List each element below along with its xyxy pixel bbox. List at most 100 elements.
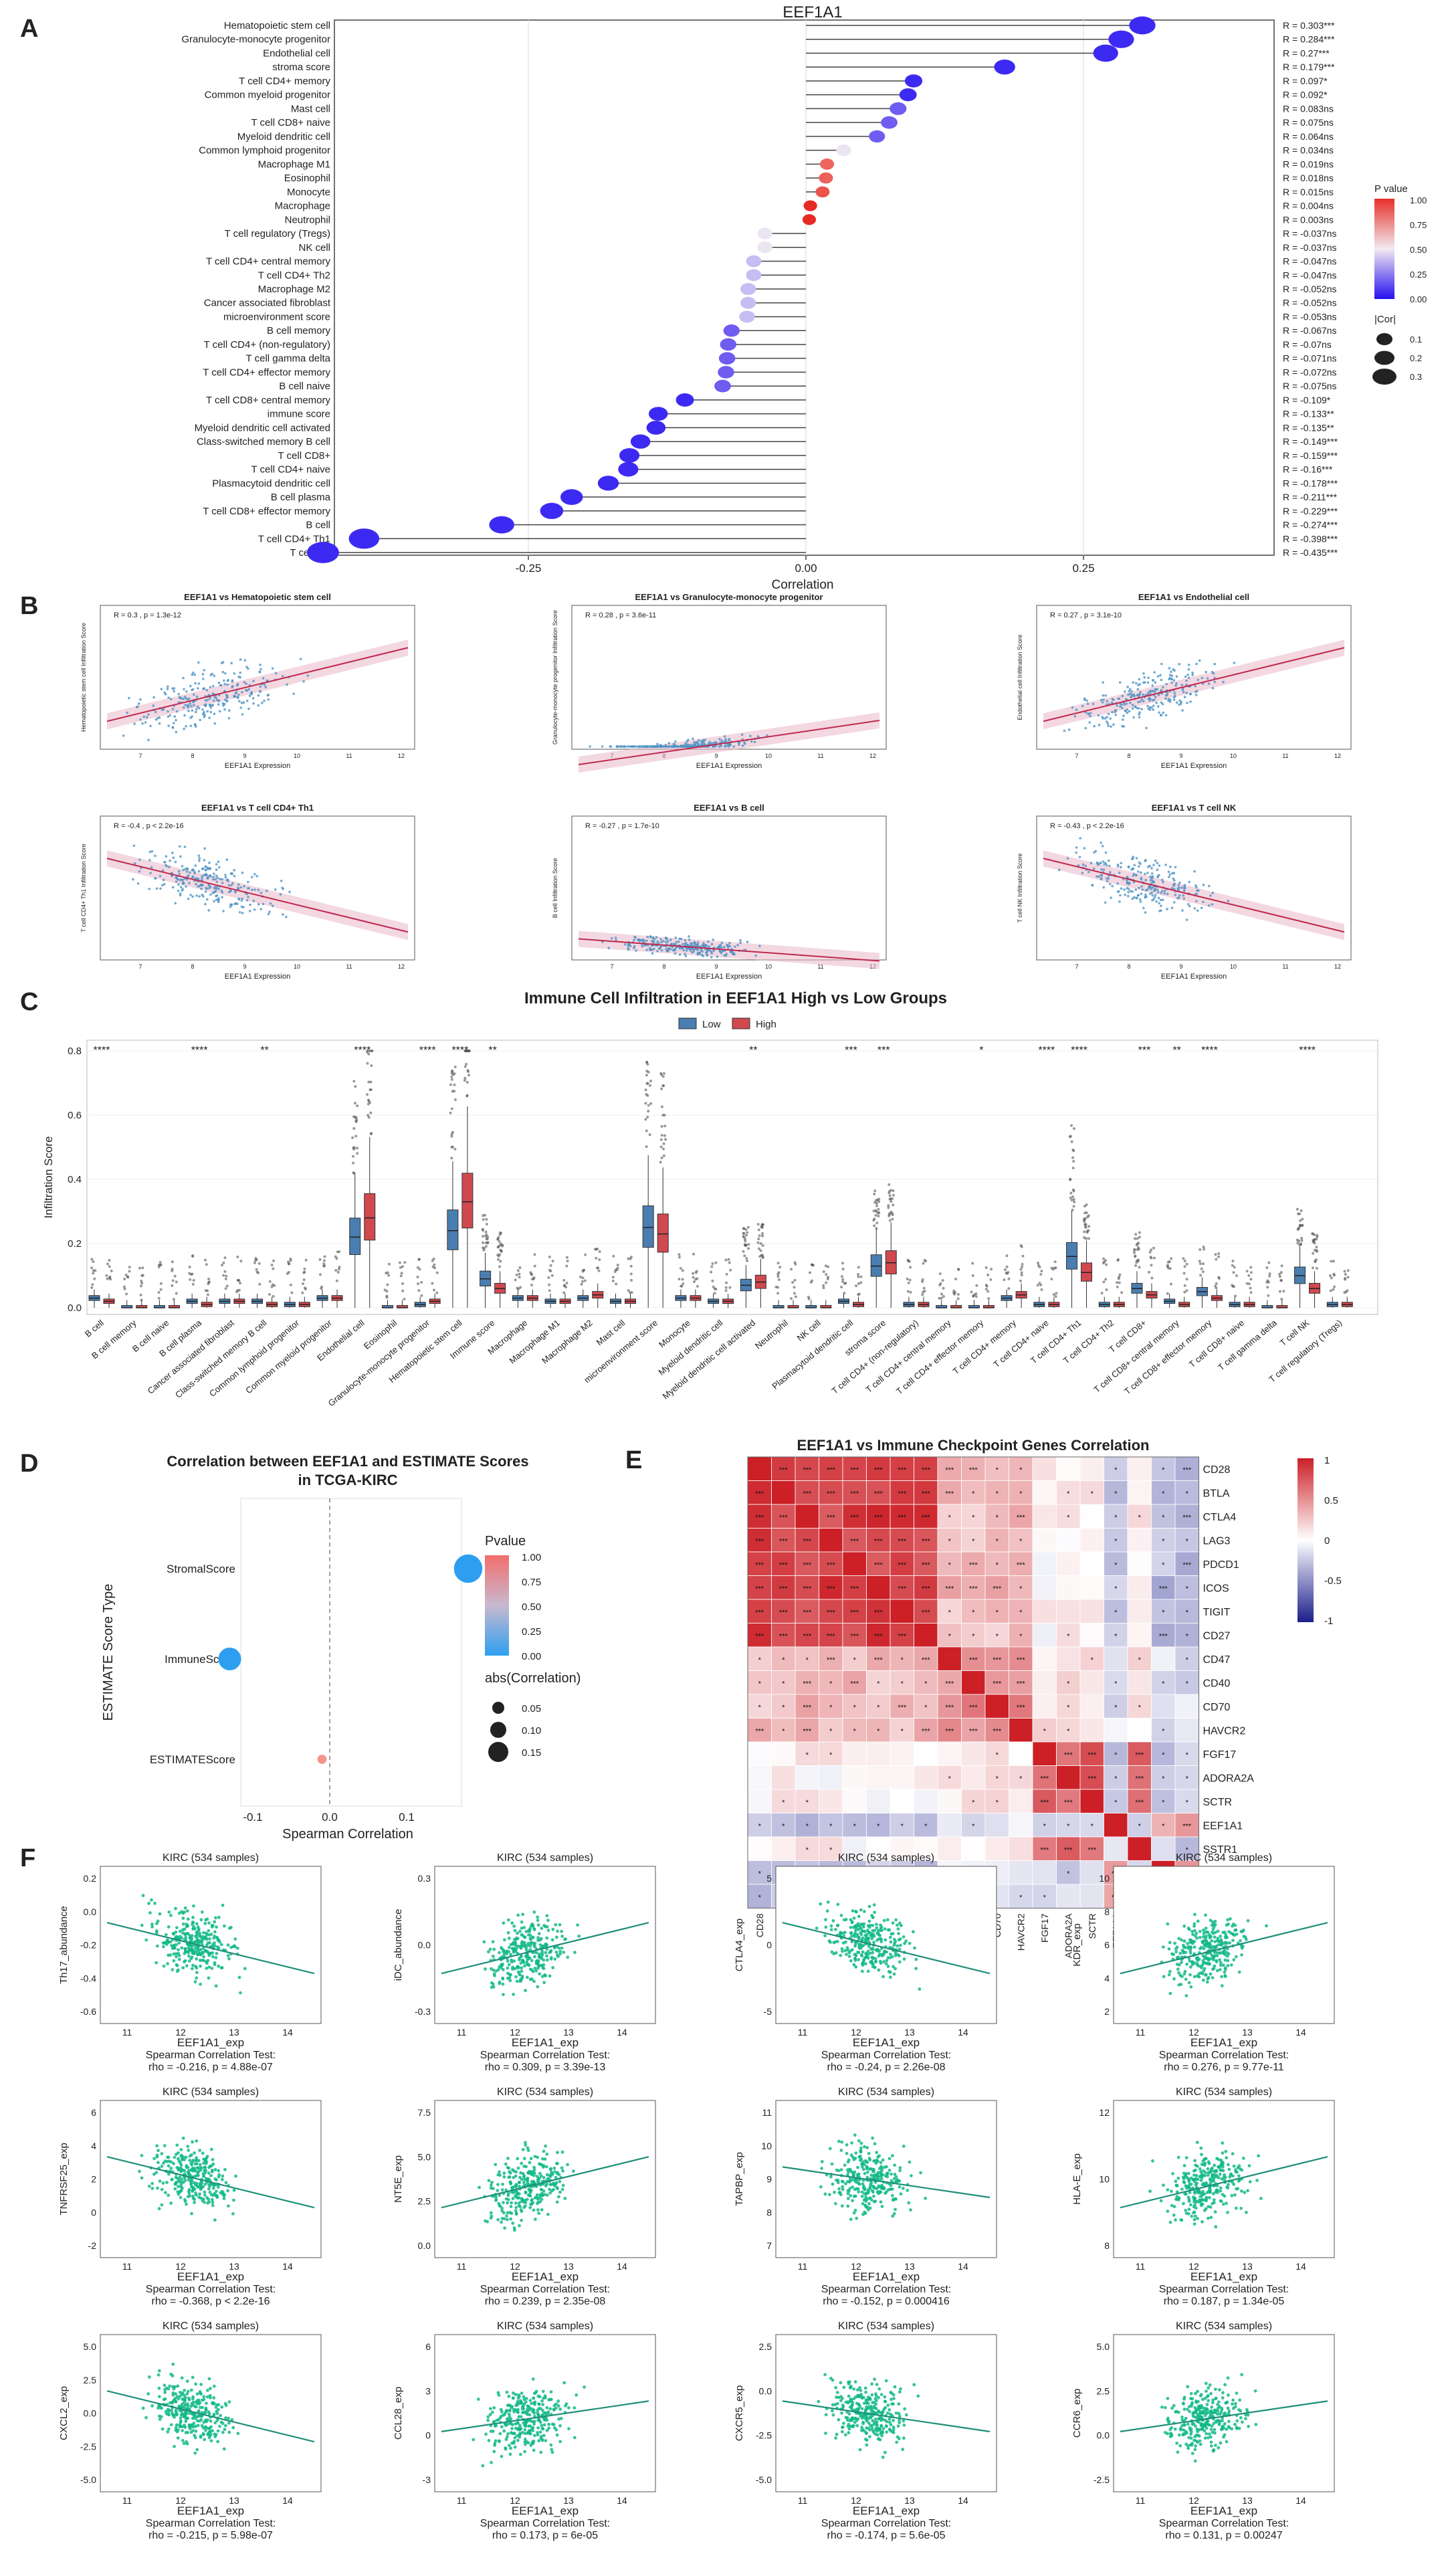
panel-c-outlier bbox=[909, 1266, 912, 1269]
panel-b-point bbox=[211, 704, 213, 707]
panel-c-outlier bbox=[450, 1078, 453, 1081]
panel-c-outlier bbox=[857, 1273, 860, 1276]
panel-e-cell bbox=[1104, 1646, 1128, 1671]
panel-b-point bbox=[627, 948, 630, 951]
panel-f-point bbox=[866, 1949, 870, 1953]
panel-b-point bbox=[1182, 894, 1185, 897]
panel-e-cell-signif: * bbox=[877, 1822, 880, 1830]
panel-e-cell bbox=[937, 1456, 962, 1481]
panel-c-outlier bbox=[159, 1282, 163, 1285]
panel-b-point bbox=[185, 878, 189, 881]
panel-c-outlier bbox=[1249, 1278, 1253, 1281]
panel-c-outlier bbox=[290, 1291, 294, 1294]
panel-c-outlier bbox=[453, 1065, 457, 1068]
panel-b-point bbox=[684, 743, 687, 745]
panel-e-cell bbox=[1127, 1789, 1152, 1813]
panel-f-point bbox=[199, 1918, 203, 1922]
panel-c-outlier bbox=[1311, 1232, 1314, 1236]
panel-c-outlier bbox=[1201, 1270, 1205, 1274]
panel-c-outlier bbox=[711, 1262, 714, 1266]
panel-e-row-label: TIGIT bbox=[1203, 1607, 1231, 1618]
panel-c-outlier bbox=[873, 1224, 876, 1227]
panel-f-point bbox=[845, 1946, 849, 1950]
panel-b-point bbox=[1114, 713, 1118, 716]
panel-b-point bbox=[1081, 704, 1084, 708]
panel-e-cell-signif: * bbox=[806, 1846, 809, 1854]
panel-e-cell bbox=[1174, 1670, 1199, 1695]
panel-e-cell bbox=[771, 1694, 796, 1718]
panel-f-point bbox=[829, 1928, 833, 1932]
panel-c-outlier bbox=[450, 1133, 453, 1136]
panel-f-point bbox=[492, 1972, 496, 1976]
panel-b-point bbox=[225, 694, 228, 697]
panel-b-point bbox=[1150, 706, 1153, 709]
panel-e-cell-signif: * bbox=[829, 1822, 833, 1830]
panel-c-outlier bbox=[1299, 1209, 1303, 1212]
panel-c-outlier bbox=[712, 1285, 715, 1288]
panel-b-point bbox=[266, 679, 269, 682]
panel-b-point bbox=[1154, 681, 1157, 684]
panel-c-outlier bbox=[649, 1080, 653, 1083]
panel-b-point bbox=[1063, 729, 1066, 732]
panel-e-cell-signif: *** bbox=[922, 1466, 931, 1474]
panel-b-point bbox=[1130, 695, 1133, 698]
panel-e-cell bbox=[984, 1789, 1009, 1813]
panel-e-cell-signif: *** bbox=[1017, 1704, 1026, 1712]
panel-e-cell bbox=[819, 1480, 843, 1505]
panel-b-point bbox=[657, 942, 660, 945]
panel-c-outlier bbox=[776, 1262, 780, 1265]
panel-a-cell-label: T cell CD4+ (non-regulatory) bbox=[204, 339, 330, 351]
panel-c-outlier bbox=[877, 1200, 881, 1203]
panel-f-point bbox=[207, 1976, 211, 1980]
panel-b-point bbox=[1142, 906, 1145, 910]
panel-e-cell-signif: * bbox=[1019, 1585, 1023, 1593]
panel-b-point bbox=[253, 888, 256, 891]
panel-a-dot bbox=[348, 528, 380, 549]
panel-b-point bbox=[1168, 667, 1171, 670]
panel-e-cell bbox=[1127, 1599, 1152, 1624]
panel-f-point bbox=[840, 1947, 844, 1951]
panel-c-outlier bbox=[1071, 1208, 1074, 1211]
panel-b-fit-line bbox=[578, 720, 880, 765]
panel-c-outlier bbox=[1040, 1288, 1043, 1291]
panel-e-cell-signif: * bbox=[853, 1727, 857, 1735]
panel-f-xtick-label: 12 bbox=[175, 2027, 186, 2038]
panel-b-point bbox=[247, 707, 250, 710]
panel-b-point bbox=[730, 951, 732, 953]
panel-b-point bbox=[199, 718, 202, 722]
panel-b-point bbox=[148, 859, 151, 862]
panel-d-legend-size-dot bbox=[488, 1742, 508, 1762]
panel-b-point bbox=[1108, 882, 1112, 886]
panel-f-point bbox=[520, 1944, 524, 1948]
panel-e-cell bbox=[961, 1480, 986, 1505]
panel-b-point bbox=[209, 867, 212, 870]
panel-f-point bbox=[869, 1947, 873, 1951]
panel-e-cell-signif: *** bbox=[755, 1609, 764, 1617]
panel-f-point bbox=[872, 1903, 876, 1907]
panel-b-point bbox=[1227, 900, 1230, 902]
panel-b-point bbox=[197, 682, 200, 685]
panel-b-point bbox=[196, 705, 199, 708]
panel-b-point bbox=[148, 850, 152, 854]
panel-c-outlier bbox=[873, 1201, 877, 1204]
panel-f-point bbox=[513, 1941, 517, 1945]
panel-b-point bbox=[1106, 880, 1109, 883]
panel-b-point bbox=[241, 912, 244, 914]
panel-e-cell bbox=[1009, 1694, 1033, 1718]
panel-c-outlier bbox=[1086, 1215, 1089, 1219]
panel-c-outlier bbox=[255, 1268, 258, 1271]
panel-f-point bbox=[490, 1967, 493, 1971]
panel-c-outlier bbox=[1003, 1268, 1007, 1272]
panel-c-outlier bbox=[1249, 1271, 1253, 1274]
panel-e-cell bbox=[890, 1718, 914, 1743]
panel-a-dot bbox=[904, 74, 923, 88]
panel-c-outlier bbox=[258, 1282, 262, 1286]
panel-b-xtick-label: 9 bbox=[1179, 753, 1182, 759]
panel-f-point bbox=[870, 1960, 873, 1963]
panel-a-dot bbox=[1129, 16, 1156, 35]
panel-f-point bbox=[1209, 1918, 1213, 1923]
panel-f-ytick-label: -0.6 bbox=[80, 2006, 96, 2017]
panel-c-outlier bbox=[336, 1250, 339, 1254]
panel-f-point bbox=[908, 1941, 912, 1945]
panel-e-cell bbox=[795, 1646, 819, 1671]
